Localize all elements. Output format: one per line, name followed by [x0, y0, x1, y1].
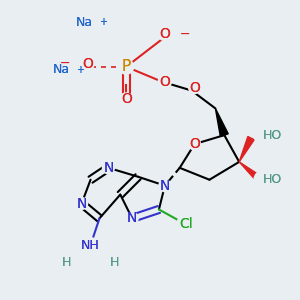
Text: N: N	[76, 196, 87, 211]
Polygon shape	[239, 136, 254, 162]
Text: HO: HO	[263, 173, 282, 186]
Circle shape	[119, 59, 134, 74]
Text: HO: HO	[263, 129, 282, 142]
Text: O: O	[82, 57, 93, 71]
Circle shape	[109, 258, 120, 268]
Circle shape	[53, 62, 68, 77]
Text: H: H	[62, 256, 71, 269]
Text: N: N	[103, 161, 114, 175]
Text: O: O	[159, 27, 170, 41]
Text: O: O	[189, 137, 200, 151]
Text: −: −	[180, 28, 190, 40]
Circle shape	[126, 212, 138, 224]
Text: Cl: Cl	[179, 217, 193, 231]
Circle shape	[159, 180, 171, 192]
Text: N: N	[160, 179, 170, 193]
Text: P: P	[122, 59, 131, 74]
Text: HO: HO	[263, 173, 282, 186]
Text: O: O	[121, 92, 132, 106]
Circle shape	[81, 57, 94, 70]
Circle shape	[83, 238, 98, 253]
Text: Cl: Cl	[179, 217, 193, 231]
Text: −: −	[59, 57, 70, 70]
Text: N: N	[127, 212, 137, 225]
Text: O: O	[159, 75, 170, 88]
Circle shape	[61, 258, 72, 268]
Circle shape	[76, 198, 88, 209]
Circle shape	[254, 126, 272, 144]
Circle shape	[102, 162, 114, 174]
Text: −: −	[180, 28, 190, 40]
Text: N: N	[103, 161, 114, 175]
Text: O: O	[189, 81, 200, 94]
Text: +: +	[100, 17, 107, 27]
Text: N: N	[76, 196, 87, 211]
Text: Na: Na	[76, 16, 93, 29]
Text: O: O	[189, 137, 200, 151]
Text: Na: Na	[76, 16, 93, 29]
Text: H: H	[110, 256, 119, 269]
Text: N: N	[127, 212, 137, 225]
Text: O: O	[159, 27, 170, 41]
Circle shape	[254, 171, 272, 189]
Circle shape	[189, 82, 200, 94]
Circle shape	[158, 75, 171, 88]
Circle shape	[120, 93, 133, 106]
Polygon shape	[239, 162, 262, 182]
Text: O: O	[159, 75, 170, 88]
Circle shape	[158, 28, 171, 40]
Text: NH: NH	[81, 238, 100, 252]
Circle shape	[189, 138, 200, 150]
Text: Na: Na	[52, 63, 69, 76]
Text: Na: Na	[52, 63, 69, 76]
Text: HO: HO	[263, 129, 282, 142]
Text: +: +	[76, 65, 84, 75]
Polygon shape	[215, 108, 228, 136]
Text: O: O	[82, 57, 93, 71]
Text: −: −	[59, 57, 70, 70]
Text: H: H	[110, 256, 119, 269]
Text: O: O	[121, 92, 132, 106]
Circle shape	[77, 15, 92, 30]
Text: H: H	[62, 256, 71, 269]
Text: +: +	[100, 17, 107, 27]
Text: N: N	[160, 179, 170, 193]
Circle shape	[177, 215, 195, 233]
Text: O: O	[189, 81, 200, 94]
Text: NH: NH	[81, 238, 100, 252]
Text: P: P	[122, 59, 131, 74]
Text: +: +	[76, 65, 84, 75]
